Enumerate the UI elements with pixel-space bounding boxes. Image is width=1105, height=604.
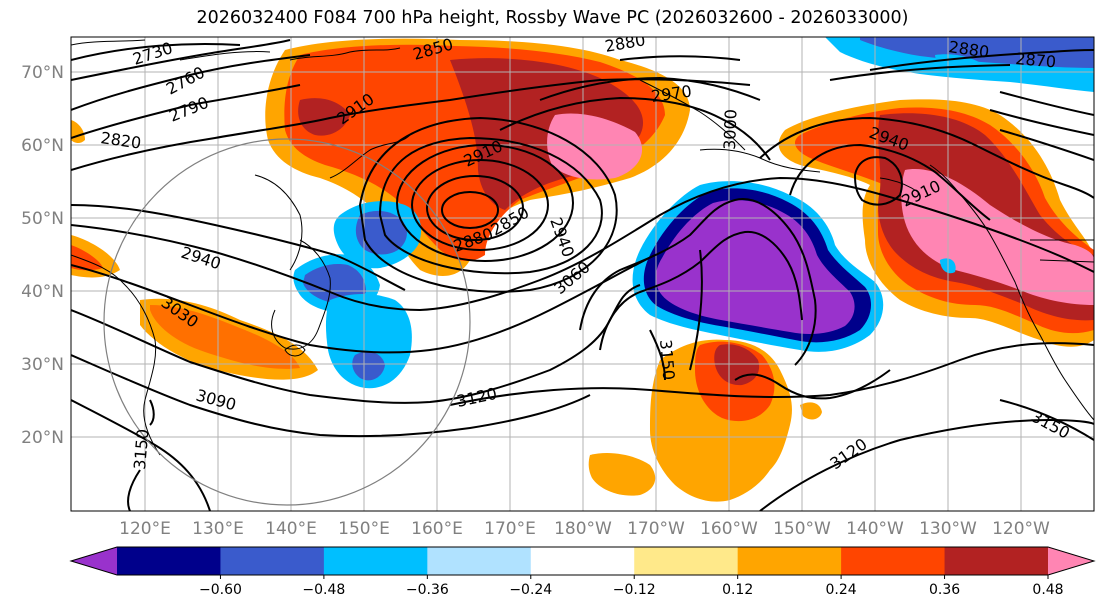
lon-label: 170°W [627, 519, 685, 539]
height-contours [71, 39, 1094, 511]
positive-anomaly-regions [71, 38, 1094, 502]
lon-label: 150°E [338, 519, 390, 539]
colorbar-tick-label: 0.36 [929, 582, 960, 598]
lat-label: 60°N [21, 136, 64, 156]
lon-label: 120°W [992, 519, 1050, 539]
colorbar-ticks: −0.60 −0.48 −0.36 −0.24 −0.12 0.12 0.24 0.36 0.4… [199, 575, 1064, 598]
lon-label: 170°E [484, 519, 536, 539]
colorbar-tick-label: −0.60 [199, 582, 242, 598]
colorbar-tick-label: −0.48 [302, 582, 345, 598]
map-title: 2026032400 F084 700 hPa height, Rossby W… [196, 8, 909, 28]
colorbar-swatch [220, 547, 325, 575]
map-panel: 2730 2760 2790 2820 2850 2880 2880 2870 … [71, 37, 1094, 511]
colorbar-swatch [944, 547, 1049, 575]
lon-label: 120°E [119, 519, 171, 539]
lon-label: 140°W [846, 519, 904, 539]
colorbar-swatch [634, 547, 739, 575]
colorbar-swatch [737, 547, 842, 575]
colorbar-swatch [1048, 547, 1094, 575]
lon-label: 160°W [700, 519, 758, 539]
lat-label: 40°N [21, 282, 64, 302]
lon-label: 130°E [192, 519, 244, 539]
lon-label: 180°W [554, 519, 612, 539]
lat-label: 50°N [21, 209, 64, 229]
projection-circle [103, 138, 471, 506]
lon-label: 160°E [411, 519, 463, 539]
lon-label: 130°W [919, 519, 977, 539]
lat-label: 70°N [21, 63, 64, 83]
contour-label: 3150 [130, 428, 152, 470]
colorbar-tick-label: 0.12 [722, 582, 753, 598]
colorbar-swatch [323, 547, 428, 575]
lat-label: 20°N [21, 428, 64, 448]
colorbar-swatch [71, 547, 117, 575]
colorbar-tick-label: −0.12 [613, 582, 656, 598]
colorbar-swatch [530, 547, 635, 575]
colorbar-swatch [841, 547, 946, 575]
colorbar-tick-label: 0.24 [826, 582, 857, 598]
colorbar-tick-label: −0.24 [509, 582, 552, 598]
lat-label: 30°N [21, 355, 64, 375]
latitude-labels: 70°N 60°N 50°N 40°N 30°N 20°N [21, 63, 64, 448]
longitude-labels: 120°E 130°E 140°E 150°E 160°E 170°E 180°… [119, 519, 1050, 539]
colorbar-swatch [427, 547, 532, 575]
contour-label: 3150 [656, 339, 678, 381]
contour-label: 3000 [720, 109, 740, 150]
colorbar-tick-label: −0.36 [406, 582, 449, 598]
colorbar-swatch [117, 547, 221, 575]
colorbar-tick-label: 0.48 [1032, 582, 1063, 598]
colorbar: −0.60 −0.48 −0.36 −0.24 −0.12 0.12 0.24 0.36 0.4… [69, 546, 1096, 598]
colorbar-swatches [69, 546, 1096, 576]
contour-label: 2870 [1015, 49, 1057, 71]
lon-label: 150°W [773, 519, 831, 539]
lon-label: 140°E [265, 519, 317, 539]
map-frame [70, 36, 1095, 512]
colorbar-outline [69, 546, 1096, 576]
